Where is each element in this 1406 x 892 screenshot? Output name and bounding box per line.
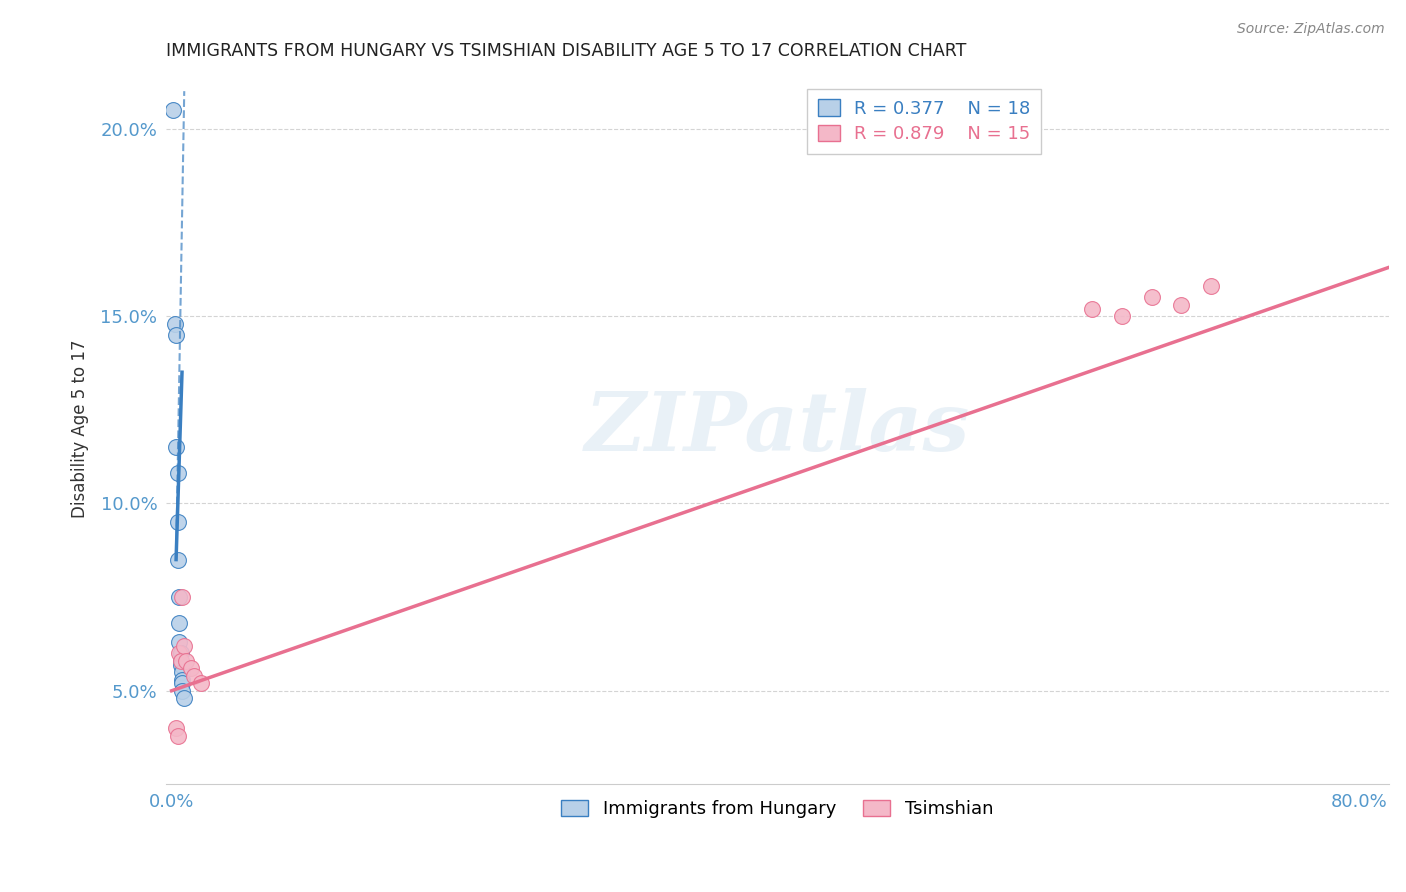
- Point: [163, 317, 186, 331]
- Point: [170, 676, 193, 690]
- Point: [165, 327, 187, 342]
- Point: [1199, 279, 1222, 293]
- Point: [170, 590, 193, 604]
- Legend: Immigrants from Hungary, Tsimshian: Immigrants from Hungary, Tsimshian: [554, 792, 1001, 825]
- Y-axis label: Disability Age 5 to 17: Disability Age 5 to 17: [72, 339, 89, 517]
- Point: [166, 515, 188, 529]
- Point: [169, 654, 191, 668]
- Point: [167, 635, 190, 649]
- Point: [167, 646, 190, 660]
- Point: [180, 661, 202, 675]
- Text: ZIPatlas: ZIPatlas: [585, 388, 970, 468]
- Point: [166, 467, 188, 481]
- Point: [170, 665, 193, 679]
- Point: [167, 616, 190, 631]
- Point: [176, 654, 198, 668]
- Point: [165, 440, 187, 454]
- Point: [166, 552, 188, 566]
- Point: [169, 654, 191, 668]
- Point: [1170, 298, 1192, 312]
- Point: [190, 676, 212, 690]
- Point: [169, 657, 191, 672]
- Point: [173, 639, 195, 653]
- Point: [165, 721, 187, 735]
- Point: [173, 691, 195, 706]
- Point: [162, 103, 184, 117]
- Point: [1111, 309, 1133, 323]
- Point: [170, 673, 193, 687]
- Point: [170, 683, 193, 698]
- Point: [167, 590, 190, 604]
- Point: [1081, 301, 1104, 316]
- Point: [183, 669, 205, 683]
- Point: [166, 729, 188, 743]
- Point: [169, 646, 191, 660]
- Point: [1140, 290, 1163, 304]
- Text: IMMIGRANTS FROM HUNGARY VS TSIMSHIAN DISABILITY AGE 5 TO 17 CORRELATION CHART: IMMIGRANTS FROM HUNGARY VS TSIMSHIAN DIS…: [166, 42, 966, 60]
- Text: Source: ZipAtlas.com: Source: ZipAtlas.com: [1237, 22, 1385, 37]
